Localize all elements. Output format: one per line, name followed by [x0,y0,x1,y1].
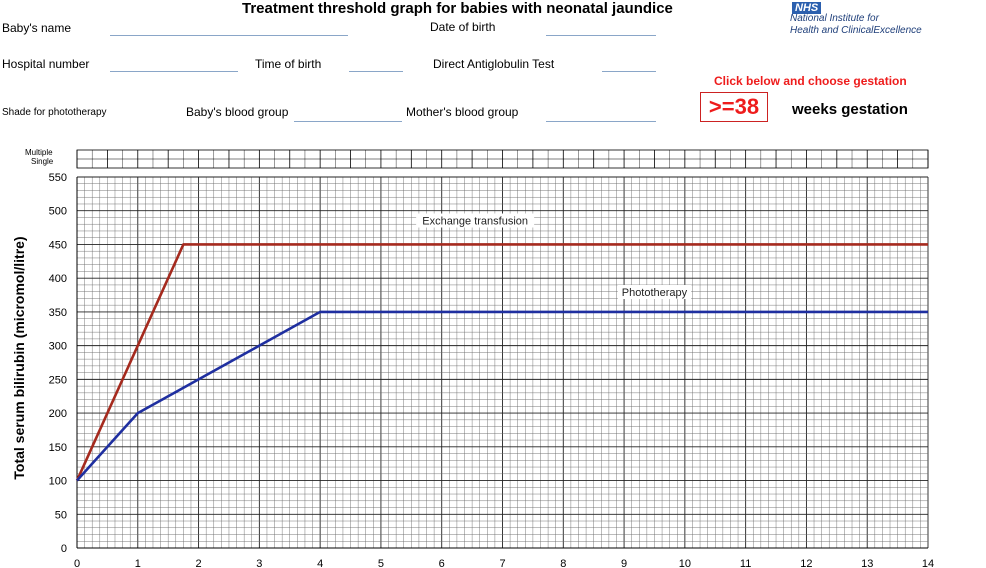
gestation-prompt: Click below and choose gestation [714,74,907,88]
y-tick-label: 450 [49,239,67,251]
x-tick-label: 7 [499,558,505,568]
time-of-birth-field[interactable] [349,71,403,72]
x-tick-label: 5 [378,558,384,568]
x-tick-label: 13 [861,558,873,568]
mothers-blood-group-field[interactable] [546,121,656,122]
y-tick-label: 200 [49,408,67,420]
y-tick-label: 150 [49,442,67,454]
babys-blood-group-label: Baby's blood group [186,105,289,119]
gestation-weeks-label: weeks gestation [792,101,908,118]
x-tick-label: 4 [317,558,323,568]
x-tick-label: 11 [740,558,751,568]
x-tick-label: 8 [560,558,566,568]
y-tick-label: 0 [61,543,67,555]
direct-antiglobulin-test-field[interactable] [602,71,656,72]
nice-name: National Institute for Health and Clinic… [790,13,922,37]
chart-ticks: 0 1 2 3 4 5 6 7 8 9 10 11 12 13 1405010015020025030035… [49,172,934,568]
chart-series [75,243,928,482]
babys-name-label: Baby's name [2,21,71,35]
exchange-transfusion-line [75,243,928,482]
hospital-number-field[interactable] [110,71,238,72]
phototherapy-shade-rows [76,149,929,169]
gestation-select[interactable]: >=38 [700,92,768,122]
babys-blood-group-field[interactable] [294,121,402,122]
x-tick-label: 6 [439,558,445,568]
x-tick-label: 10 [679,558,691,568]
x-tick-label: 2 [196,558,202,568]
date-of-birth-label: Date of birth [430,20,496,34]
y-tick-label: 100 [49,476,67,488]
annotation-bg [416,213,535,228]
chart-grid [76,176,929,549]
phototherapy-line [76,310,928,482]
nice-name-line1: National Institute for [790,13,879,24]
x-tick-label: 14 [922,558,934,568]
hospital-number-label: Hospital number [2,57,90,71]
single-row-label: Single [31,157,54,166]
nhs-logo: NHS [792,2,822,14]
y-tick-label: 500 [49,206,67,218]
x-tick-label: 0 [74,558,80,568]
direct-antiglobulin-test-label: Direct Antiglobulin Test [433,57,555,71]
x-tick-label: 12 [800,558,812,568]
nice-name-line2: Health and ClinicalExcellence [790,25,922,36]
page-title: Treatment threshold graph for babies wit… [242,0,673,17]
exchange-transfusion-label: Exchange transfusion [422,216,528,228]
shade-for-phototherapy-label: Shade for phototherapy [2,107,107,118]
y-tick-label: 250 [49,374,67,386]
y-tick-label: 50 [55,509,67,521]
x-tick-label: 1 [135,558,141,568]
y-tick-label: 300 [49,341,67,353]
annotation-bg [617,285,692,300]
phototherapy-label: Phototherapy [622,287,688,299]
y-tick-label: 550 [49,172,67,184]
mothers-blood-group-label: Mother's blood group [406,105,519,119]
chart-annotations: Exchange transfusion Phototherapy [416,213,692,300]
chart-axes [76,177,928,549]
y-tick-label: 350 [49,307,67,319]
multiple-row-label: Multiple [25,148,53,157]
y-tick-label: 400 [49,273,67,285]
date-of-birth-field[interactable] [546,35,656,36]
babys-name-field[interactable] [110,35,348,36]
time-of-birth-label: Time of birth [255,57,322,71]
x-tick-label: 9 [621,558,627,568]
x-tick-label: 3 [256,558,262,568]
